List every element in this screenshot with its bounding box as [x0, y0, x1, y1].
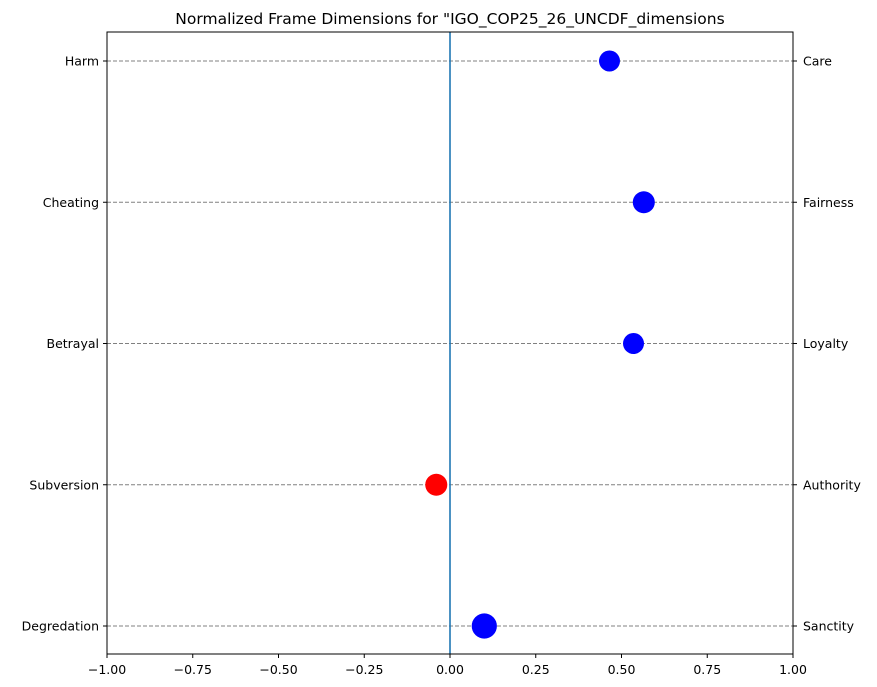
x-tick-label: −1.00	[88, 662, 126, 677]
right-tick-label: Care	[803, 54, 832, 69]
x-tick-label: 0.50	[608, 662, 636, 677]
right-tick-label: Loyalty	[803, 336, 849, 351]
data-points	[425, 50, 655, 639]
left-tick-label: Betrayal	[47, 336, 100, 351]
left-tick-label: Degredation	[22, 619, 99, 634]
right-tick-label: Sanctity	[803, 619, 855, 634]
left-y-axis-labels: Harm Cheating Betrayal Subversion Degredatio…	[22, 54, 107, 634]
data-point	[425, 473, 448, 496]
data-point	[623, 333, 645, 354]
x-tick-label: 0.75	[693, 662, 721, 677]
x-tick-label: 0.00	[436, 662, 464, 677]
right-tick-label: Authority	[803, 477, 861, 492]
left-tick-label: Harm	[65, 54, 99, 69]
x-tick-label: −0.75	[174, 662, 212, 677]
data-point	[632, 191, 655, 214]
right-tick-label: Fairness	[803, 195, 854, 210]
right-y-axis-labels: Care Fairness Loyalty Authority Sanctity	[793, 54, 861, 634]
left-tick-label: Subversion	[29, 477, 99, 492]
x-tick-label: 0.25	[522, 662, 550, 677]
left-tick-label: Cheating	[43, 195, 99, 210]
x-tick-label: −0.25	[345, 662, 383, 677]
chart-title: Normalized Frame Dimensions for "IGO_COP…	[175, 10, 724, 29]
data-point	[598, 50, 620, 72]
x-axis-ticks: −1.00 −0.75 −0.50 −0.25 0.00 0.25 0.50 0.75 1.00	[88, 654, 807, 677]
x-tick-label: 1.00	[779, 662, 807, 677]
data-point	[471, 613, 497, 639]
x-tick-label: −0.50	[259, 662, 297, 677]
